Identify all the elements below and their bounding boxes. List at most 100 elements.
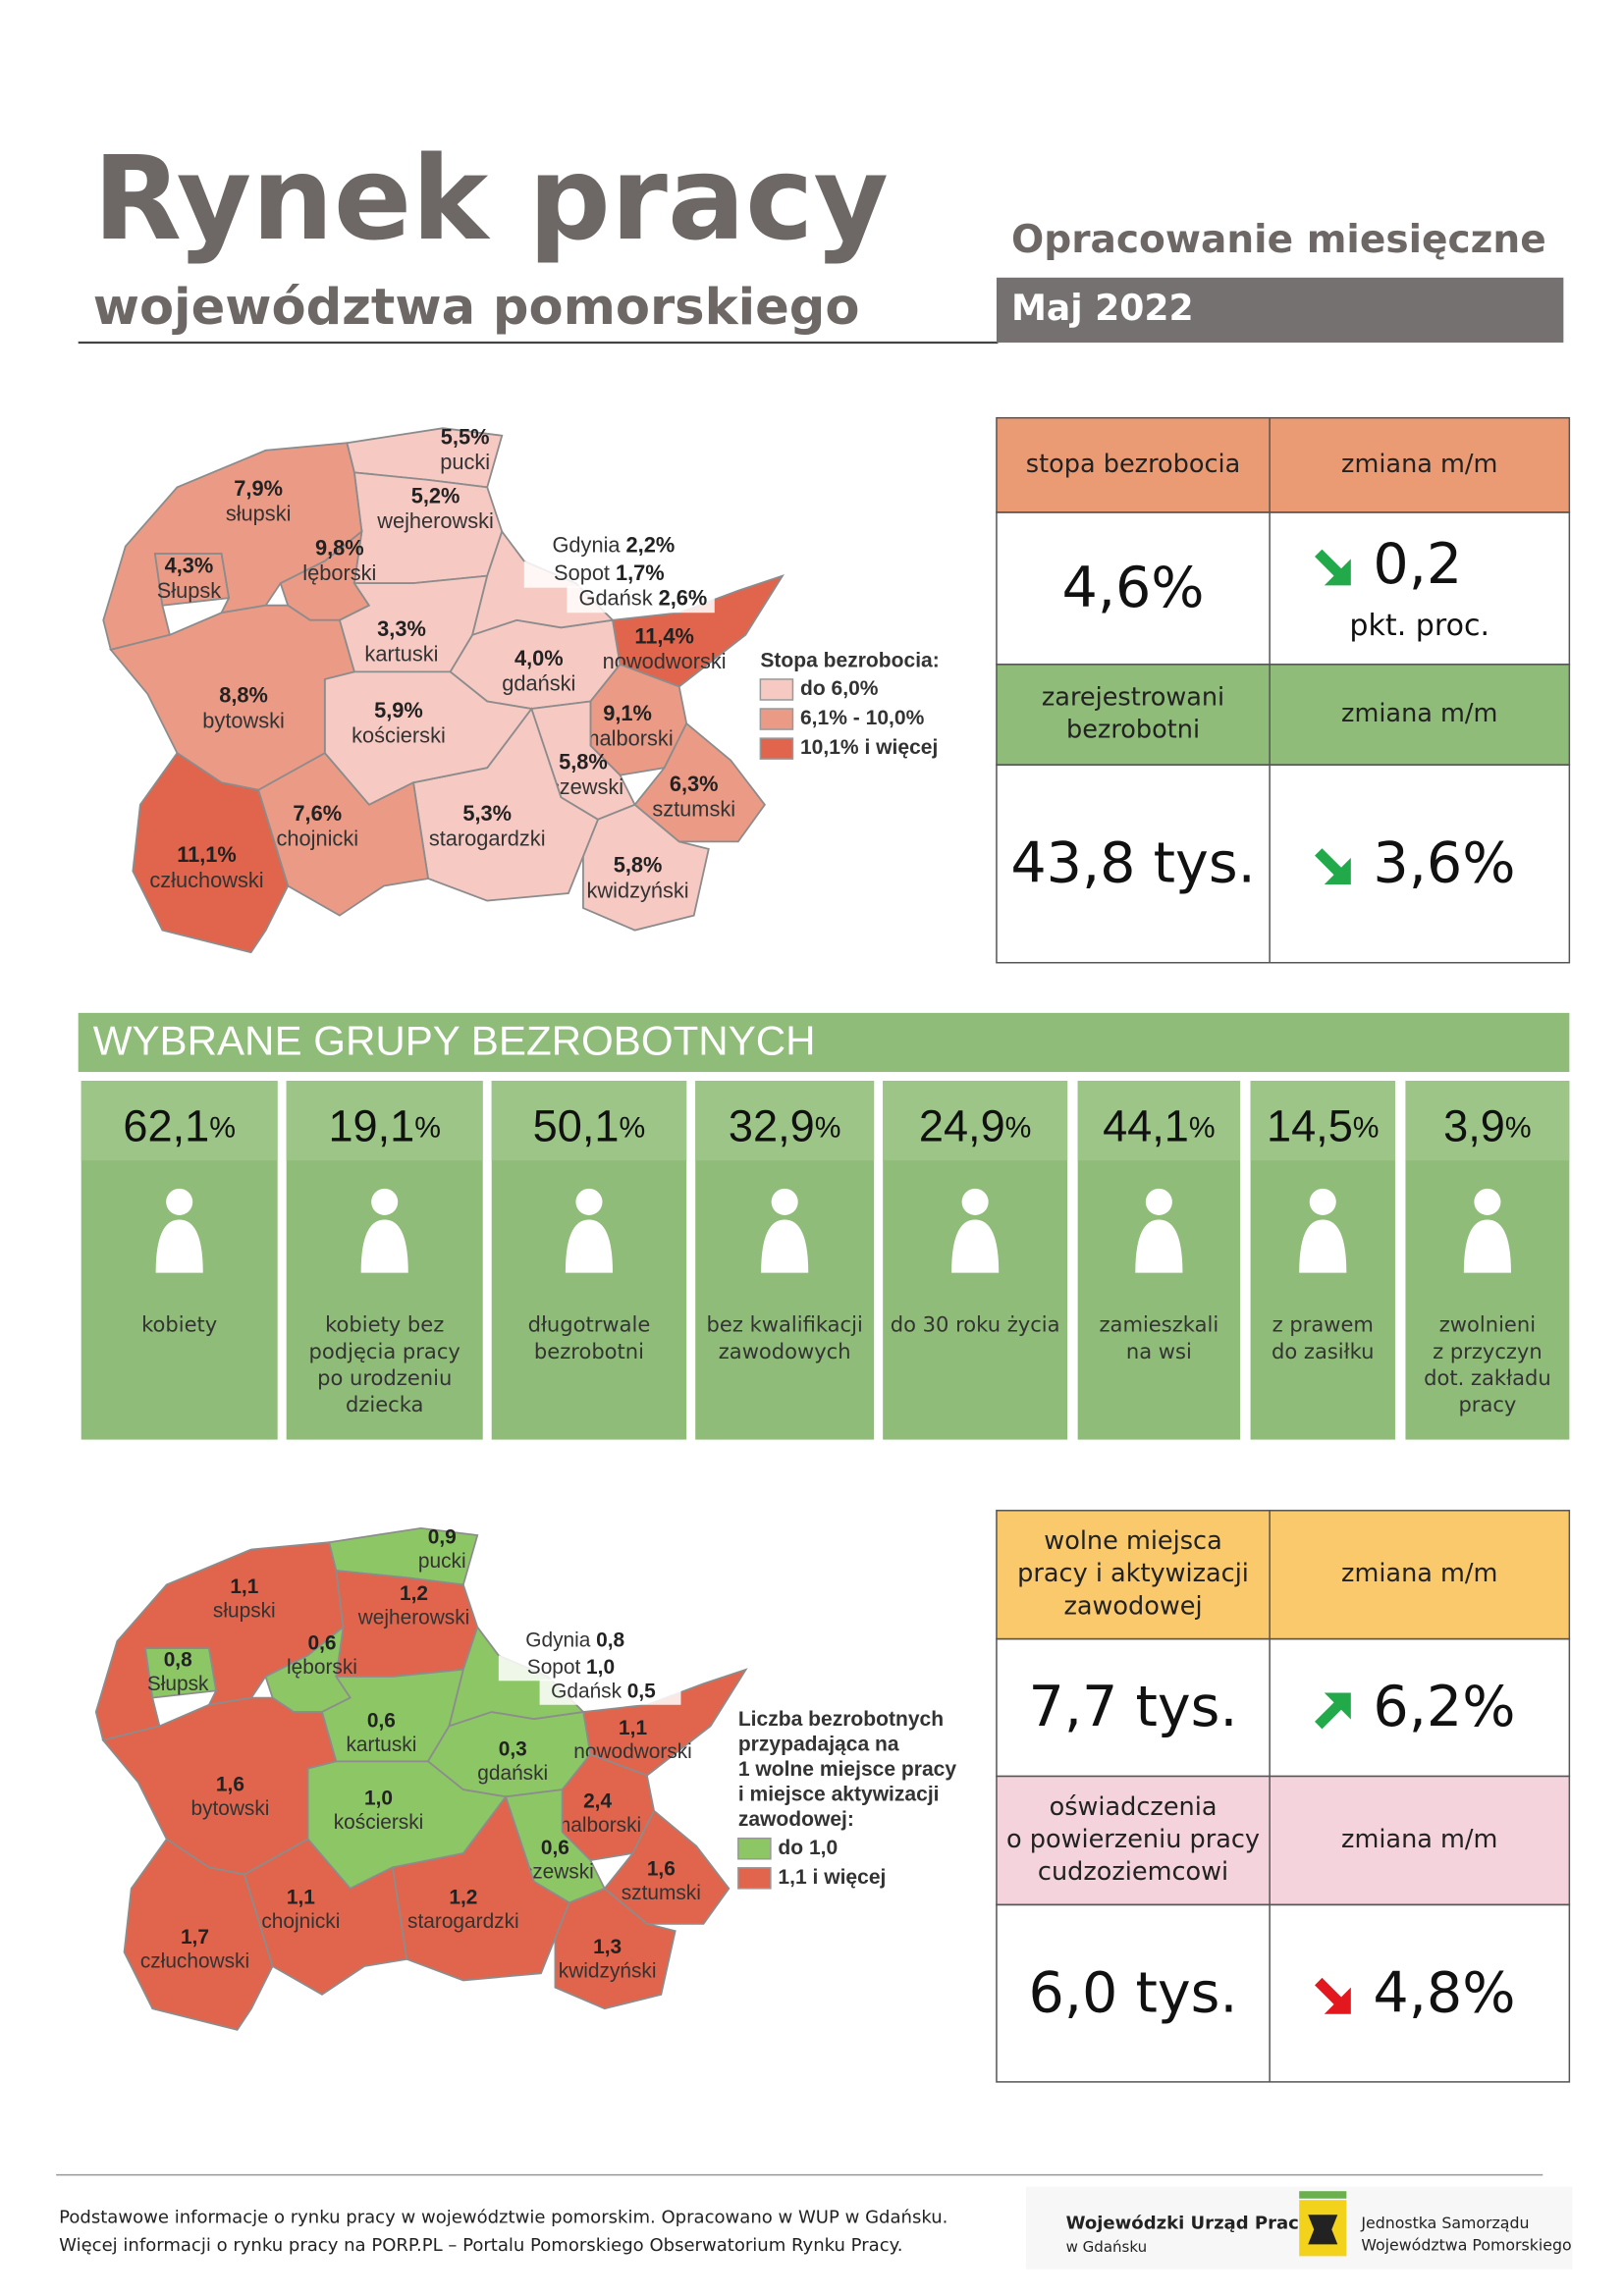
region-value: 1,7 xyxy=(181,1926,209,1949)
region-name: lęborski xyxy=(302,561,376,585)
city-label-bg xyxy=(539,1679,681,1705)
region-name: starogardzki xyxy=(429,827,546,851)
region-value: 8,8% xyxy=(219,683,268,708)
map-region xyxy=(153,553,231,607)
city-label-bg xyxy=(498,1655,640,1682)
legend-swatch xyxy=(759,708,794,730)
change-header: zmiana m/m xyxy=(1341,699,1497,728)
logo-box xyxy=(1026,2186,1573,2269)
icon-body xyxy=(1463,1219,1511,1273)
region-name: wejherowski xyxy=(357,1606,470,1629)
region-value: 5,8% xyxy=(614,853,663,878)
group-label: podjęcia pracy xyxy=(309,1339,460,1363)
stat-value: 6,0 tys. xyxy=(1028,1960,1237,2025)
stat-value-cell xyxy=(996,1903,1571,2083)
map-region xyxy=(132,751,290,954)
city-label-bg xyxy=(534,533,682,561)
city-value: 1,0 xyxy=(586,1656,615,1679)
trend-arrow xyxy=(1315,848,1343,877)
city-value: 2,6% xyxy=(659,585,708,610)
map-region xyxy=(243,1838,408,1996)
region-value: 5,8% xyxy=(559,749,608,774)
region-value: 1,2 xyxy=(449,1886,477,1908)
map-region xyxy=(94,1541,345,1741)
region-name: tczewski xyxy=(516,1861,594,1884)
region-value: 0,6 xyxy=(541,1837,569,1859)
stat-header-cell xyxy=(996,416,1571,513)
icon-head xyxy=(371,1188,399,1215)
stat-header-cell xyxy=(996,664,1571,766)
icon-head xyxy=(166,1188,193,1215)
icon-head xyxy=(961,1188,989,1215)
group-value-number: 44,1 xyxy=(1103,1101,1189,1151)
footer-text: Więcej informacji o rynku pracy na PORP.… xyxy=(59,2235,902,2256)
city-value: 1,7% xyxy=(616,561,665,585)
group-label: do zasiłku xyxy=(1272,1339,1375,1363)
legend-label: 10,1% i więcej xyxy=(800,736,938,759)
icon-body xyxy=(1135,1219,1183,1273)
stat-header: oświadczenia xyxy=(1050,1792,1218,1822)
stat-header: wolne miejsca xyxy=(1044,1526,1221,1556)
stat-header: pracy i aktywizacji xyxy=(1017,1559,1249,1588)
city-label-bg xyxy=(508,1629,650,1654)
group-value-unit: % xyxy=(815,1112,841,1145)
region-value: 7,9% xyxy=(234,476,283,501)
group-value: 3,9% xyxy=(1443,1101,1531,1151)
icon-body xyxy=(565,1219,614,1273)
region-name: kwidzyński xyxy=(586,878,688,902)
map-region xyxy=(123,1838,274,2031)
group-value-number: 50,1 xyxy=(533,1101,620,1151)
legend-title: Stopa bezrobocia: xyxy=(760,649,939,671)
region-name: kartuski xyxy=(346,1734,416,1756)
stat-change: 6,2% xyxy=(1373,1675,1515,1739)
region-name: bytowski xyxy=(190,1797,269,1820)
group-value: 24,9% xyxy=(919,1101,1032,1151)
logo-text: Jednostka Samorządu xyxy=(1360,2214,1529,2232)
group-value-unit: % xyxy=(1005,1112,1032,1145)
group-label: zamieszkali xyxy=(1100,1312,1219,1337)
map-region xyxy=(102,442,363,651)
city-name: Sopot xyxy=(527,1656,581,1679)
legend-title: przypadająca na xyxy=(738,1734,899,1756)
stat-header: zawodowej xyxy=(1063,1591,1202,1621)
group-label: z przyczyn xyxy=(1433,1339,1543,1363)
stat-header: o powierzeniu pracy xyxy=(1006,1825,1260,1854)
group-value-band xyxy=(286,1081,483,1161)
region-name: pucki xyxy=(440,450,490,474)
city-name: Sopot xyxy=(554,561,610,585)
region-value: 5,3% xyxy=(462,801,512,826)
region-value: 5,5% xyxy=(441,425,490,450)
group-label: pracy xyxy=(1458,1392,1516,1416)
group-value-number: 62,1 xyxy=(123,1101,209,1151)
group-value-number: 32,9 xyxy=(729,1101,815,1151)
groups-title: WYBRANE GRUPY BEZROBOTNYCH xyxy=(93,1018,816,1064)
region-value: 0,6 xyxy=(307,1631,336,1654)
icon-body xyxy=(155,1219,203,1273)
legend-title: Liczba bezrobotnych xyxy=(738,1708,944,1731)
group-value: 44,1% xyxy=(1103,1101,1216,1151)
city-name: Gdynia xyxy=(552,532,621,557)
group-value-number: 19,1 xyxy=(328,1101,414,1151)
region-value: 6,3% xyxy=(670,772,719,796)
region-value: 5,9% xyxy=(374,698,423,722)
group-value-number: 14,5 xyxy=(1267,1101,1353,1151)
icon-body xyxy=(1299,1219,1347,1273)
region-value: 4,0% xyxy=(514,646,564,670)
emblem-bar xyxy=(1299,2191,1347,2199)
city-name: Gdańsk xyxy=(551,1680,622,1702)
region-value: 1,6 xyxy=(216,1773,244,1795)
group-label: do 30 roku życia xyxy=(891,1312,1060,1337)
region-name: kościerski xyxy=(352,722,446,747)
trend-arrow xyxy=(1315,1700,1343,1730)
stat-value: 43,8 tys. xyxy=(1010,831,1255,896)
emblem-griffin xyxy=(1308,2215,1338,2245)
region-name: starogardzki xyxy=(407,1910,519,1933)
city-label-bg xyxy=(523,561,673,588)
icon-body xyxy=(360,1219,408,1273)
region-name: człuchowski xyxy=(140,1949,249,1972)
region-name: bytowski xyxy=(202,708,285,732)
stat-header-cell xyxy=(996,1775,1571,1906)
stat-header-cell xyxy=(996,1510,1571,1640)
group-value-number: 3,9 xyxy=(1443,1101,1505,1151)
trend-arrow-head xyxy=(1324,1987,1351,2014)
